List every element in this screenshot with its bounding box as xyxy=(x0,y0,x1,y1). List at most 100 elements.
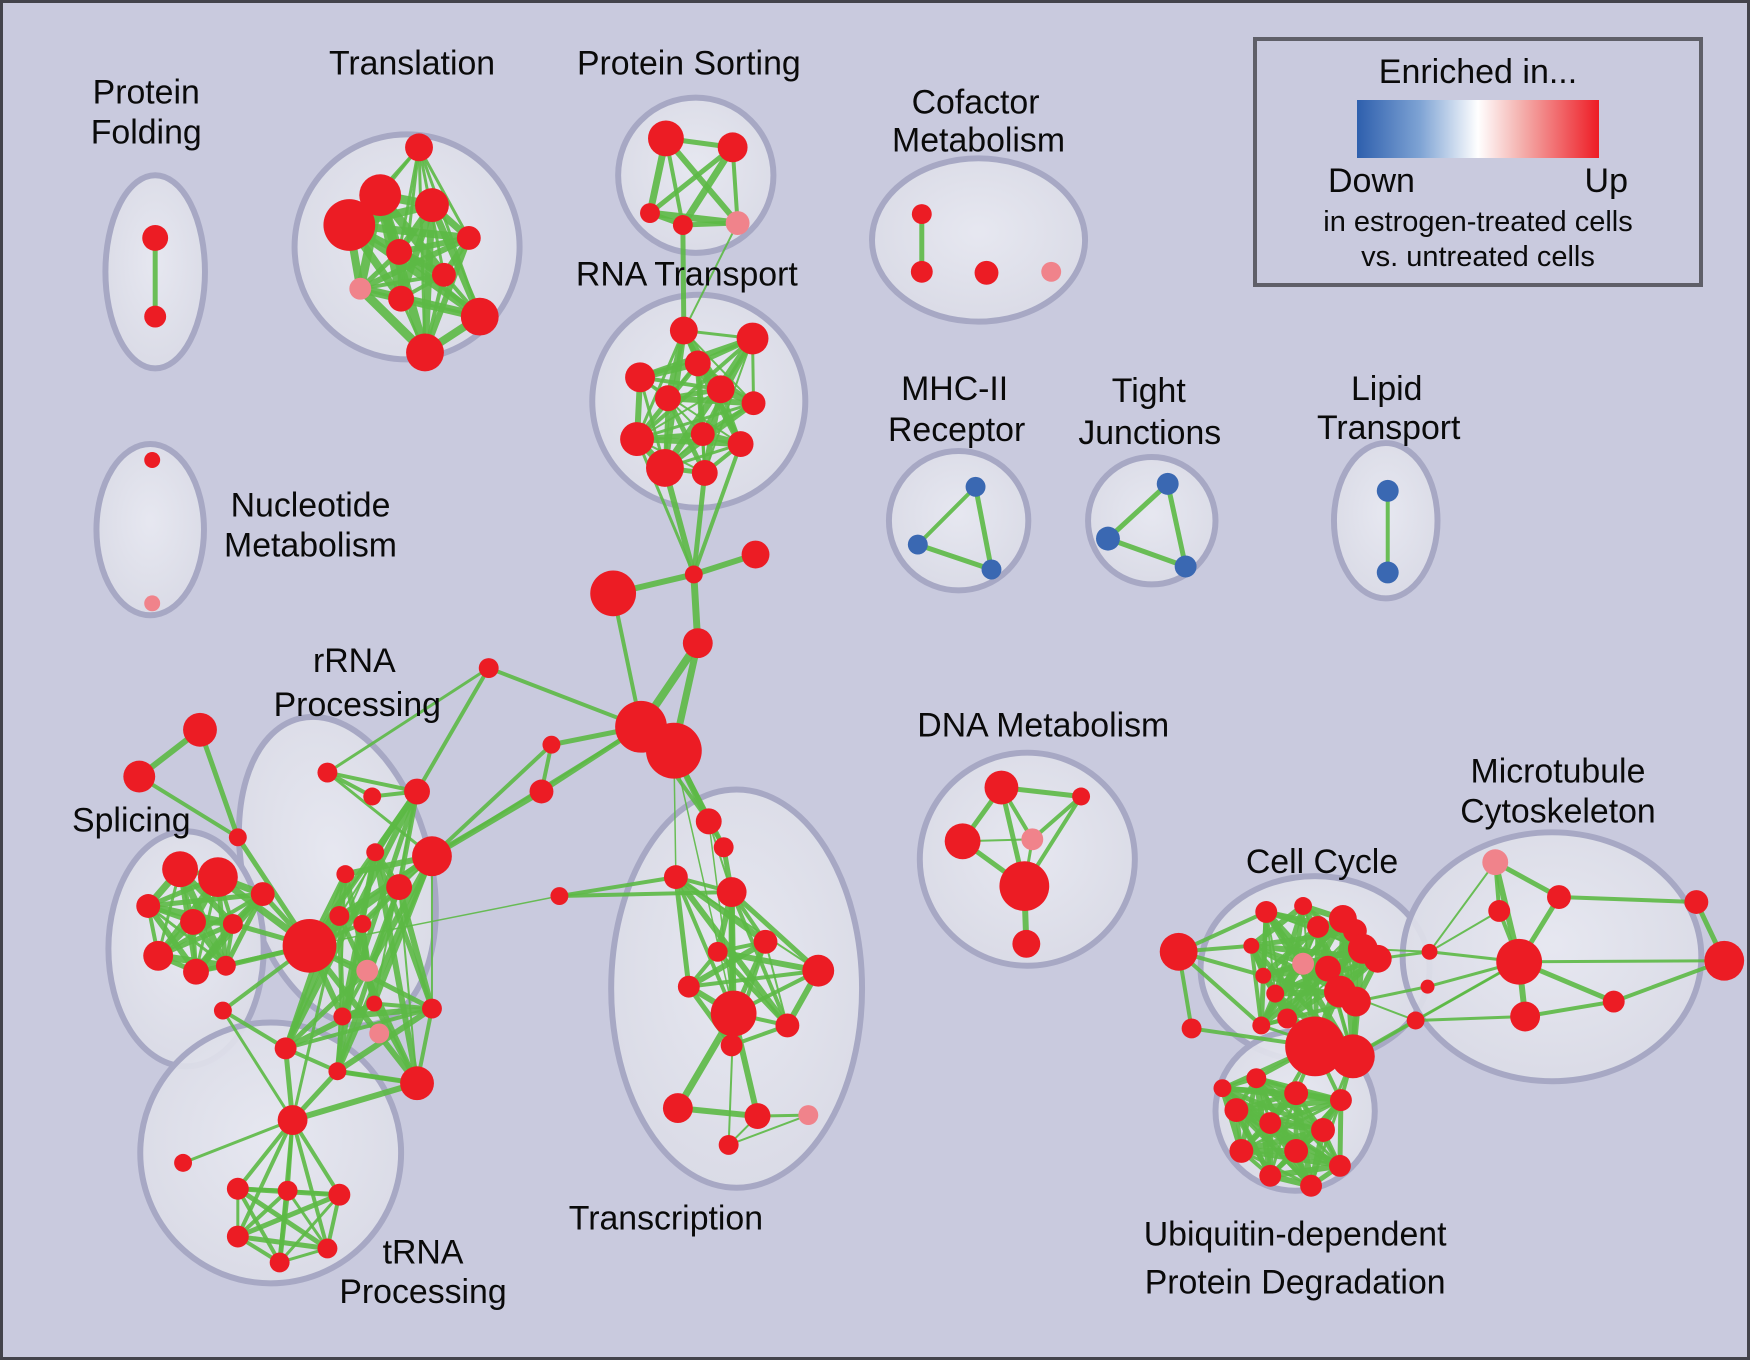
node-tr2[interactable] xyxy=(359,174,402,217)
node-ub7[interactable] xyxy=(1229,1138,1254,1163)
node-mt3[interactable] xyxy=(1488,900,1511,922)
node-rrd[interactable] xyxy=(412,836,452,877)
node-ub11[interactable] xyxy=(1300,1174,1323,1197)
node-sp4[interactable] xyxy=(180,908,206,935)
node-sp3[interactable] xyxy=(136,894,161,918)
node-rrg[interactable] xyxy=(386,874,413,901)
node-dm4[interactable] xyxy=(1021,828,1044,851)
node-ps4[interactable] xyxy=(672,215,693,235)
node-tw2[interactable] xyxy=(744,1103,771,1130)
node-tw3[interactable] xyxy=(718,1134,739,1155)
node-twp[interactable] xyxy=(798,1105,819,1126)
node-rrp1[interactable] xyxy=(356,959,379,982)
node-mh3[interactable] xyxy=(981,559,1002,580)
node-nm1[interactable] xyxy=(144,452,161,468)
node-tr11[interactable] xyxy=(406,333,444,372)
node-cc11[interactable] xyxy=(1266,984,1285,1003)
node-rrh[interactable] xyxy=(329,905,350,926)
node-ch1[interactable] xyxy=(684,565,703,584)
node-rrp[interactable] xyxy=(400,1066,434,1101)
node-ch4[interactable] xyxy=(682,628,713,659)
node-pf2[interactable] xyxy=(144,305,167,328)
node-mt2[interactable] xyxy=(1547,885,1571,909)
node-tj1[interactable] xyxy=(1156,472,1179,495)
node-tv9[interactable] xyxy=(775,1013,800,1038)
node-cc2[interactable] xyxy=(1294,897,1313,915)
node-tr5[interactable] xyxy=(456,226,481,250)
node-cc14[interactable] xyxy=(1340,986,1371,1017)
node-tv7[interactable] xyxy=(677,975,700,998)
node-tr4[interactable] xyxy=(415,188,449,223)
node-lt1[interactable] xyxy=(1376,479,1399,502)
node-cc15[interactable] xyxy=(1252,1016,1271,1035)
node-tn2[interactable] xyxy=(277,1180,298,1201)
node-dm1[interactable] xyxy=(984,770,1019,805)
node-dm3[interactable] xyxy=(1072,787,1091,806)
node-ub3[interactable] xyxy=(1329,1089,1352,1112)
node-tr3[interactable] xyxy=(323,199,376,251)
node-tg1[interactable] xyxy=(183,712,217,747)
node-rrj[interactable] xyxy=(213,1001,232,1020)
node-tv8[interactable] xyxy=(802,954,835,987)
node-tn4[interactable] xyxy=(226,1225,249,1248)
node-sp7[interactable] xyxy=(183,958,209,985)
node-mtb[interactable] xyxy=(1496,938,1543,985)
node-cf3[interactable] xyxy=(974,260,999,285)
node-rrl[interactable] xyxy=(333,1007,352,1026)
node-mt4[interactable] xyxy=(1510,1001,1541,1032)
node-ccb2[interactable] xyxy=(1330,1034,1375,1079)
node-ub12[interactable] xyxy=(1213,1079,1232,1098)
node-br4[interactable] xyxy=(550,887,569,906)
node-sp8[interactable] xyxy=(215,955,236,976)
node-rt12[interactable] xyxy=(691,459,718,486)
node-rt4[interactable] xyxy=(625,362,655,393)
node-rt2[interactable] xyxy=(736,322,769,355)
node-sp6[interactable] xyxy=(143,940,174,971)
node-tr7[interactable] xyxy=(431,262,456,287)
node-ps1[interactable] xyxy=(648,120,684,157)
node-rt1[interactable] xyxy=(669,316,698,345)
node-ps3[interactable] xyxy=(640,203,660,224)
node-tr9[interactable] xyxy=(349,277,372,300)
node-cf1[interactable] xyxy=(911,204,932,225)
node-mt7[interactable] xyxy=(1704,940,1745,981)
node-tj2[interactable] xyxy=(1096,526,1120,551)
node-ub9[interactable] xyxy=(1328,1154,1351,1177)
node-tv1[interactable] xyxy=(695,808,722,835)
node-tw1[interactable] xyxy=(662,1093,693,1124)
node-rrk[interactable] xyxy=(274,1037,297,1060)
node-ps5[interactable] xyxy=(725,211,750,235)
node-rt3[interactable] xyxy=(684,350,711,377)
node-rrb[interactable] xyxy=(363,787,382,806)
node-tn6[interactable] xyxy=(317,1238,338,1259)
node-ub2[interactable] xyxy=(1284,1081,1309,1106)
node-br1[interactable] xyxy=(542,735,561,754)
node-cc1[interactable] xyxy=(1255,901,1278,923)
node-ub6[interactable] xyxy=(1311,1118,1335,1142)
node-rhub[interactable] xyxy=(282,918,337,973)
node-mt5[interactable] xyxy=(1602,990,1625,1013)
node-rro[interactable] xyxy=(328,1062,347,1081)
node-tn3[interactable] xyxy=(328,1183,351,1206)
node-tg3[interactable] xyxy=(228,828,247,847)
node-rre[interactable] xyxy=(366,843,385,862)
node-tv6[interactable] xyxy=(707,941,728,962)
node-cc7[interactable] xyxy=(1363,944,1392,973)
node-sp2[interactable] xyxy=(198,857,238,898)
node-lt2[interactable] xyxy=(1376,561,1399,584)
node-tr10[interactable] xyxy=(460,297,499,336)
node-rrn[interactable] xyxy=(422,998,442,1019)
node-br3[interactable] xyxy=(478,658,499,679)
node-tr6[interactable] xyxy=(386,238,413,265)
node-dm5[interactable] xyxy=(999,861,1050,911)
node-cc0[interactable] xyxy=(1159,932,1198,971)
node-sp9[interactable] xyxy=(250,882,275,906)
node-rra[interactable] xyxy=(317,762,338,783)
node-sp1[interactable] xyxy=(162,851,198,888)
node-ccb1[interactable] xyxy=(1285,1016,1345,1077)
node-mt1[interactable] xyxy=(1482,849,1509,876)
node-tj3[interactable] xyxy=(1174,555,1197,578)
node-rt7[interactable] xyxy=(741,391,766,416)
node-cc10[interactable] xyxy=(1255,967,1272,984)
node-tg2[interactable] xyxy=(123,760,156,793)
